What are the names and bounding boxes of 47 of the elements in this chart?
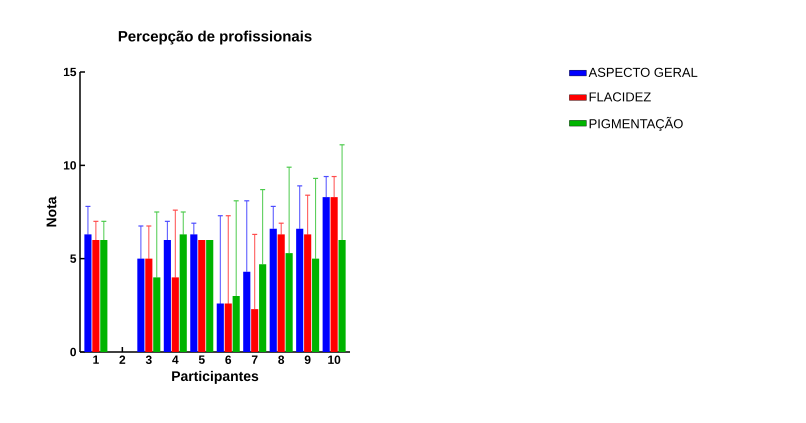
y-tick-label: 15 (64, 68, 76, 76)
x-tick-label: 5 (198, 356, 205, 364)
bar (270, 228, 277, 352)
y-tick-label: 10 (64, 161, 76, 170)
x-tick-label: 10 (328, 356, 340, 364)
x-tick-label: 9 (304, 356, 311, 364)
bar (259, 264, 266, 352)
bar (84, 234, 92, 352)
bar (206, 240, 214, 352)
bar (172, 277, 179, 352)
bar (251, 309, 258, 352)
x-tick-label: 1 (93, 356, 99, 364)
x-tick-label: 4 (172, 356, 179, 364)
bar (286, 253, 293, 352)
bar (137, 258, 144, 352)
y-tick-label: 5 (70, 254, 76, 263)
bar (92, 240, 100, 352)
bar (312, 258, 320, 352)
bar (198, 240, 206, 352)
bar (164, 240, 171, 352)
legend-label: PIGMENTAÇÃO (590, 116, 683, 131)
bar (100, 240, 108, 352)
bar (190, 234, 198, 352)
bar (296, 228, 304, 352)
bar (330, 197, 338, 352)
x-tick-label: 7 (252, 356, 258, 364)
bar (338, 240, 346, 352)
legend-label: FLACIDEZ (590, 92, 651, 102)
chart-title: Percepção de profissionais (118, 30, 312, 44)
bar (243, 272, 250, 352)
x-tick-label: 3 (146, 356, 152, 364)
x-axis-title: Participantes (172, 370, 258, 384)
x-tick-label: 6 (225, 356, 232, 364)
bar (224, 303, 232, 352)
bar (278, 234, 285, 352)
bar (216, 303, 224, 352)
legend-label: ASPECTO GERAL (588, 68, 698, 77)
bar (145, 258, 152, 352)
bar (304, 234, 312, 352)
bar (180, 234, 187, 352)
y-axis-title: Nota (46, 196, 56, 227)
x-tick-label: 8 (278, 356, 284, 364)
bar (232, 296, 240, 352)
x-tick-label: 2 (119, 356, 126, 364)
y-tick-label: 0 (70, 348, 76, 356)
bar (153, 277, 160, 352)
bar (322, 197, 330, 352)
